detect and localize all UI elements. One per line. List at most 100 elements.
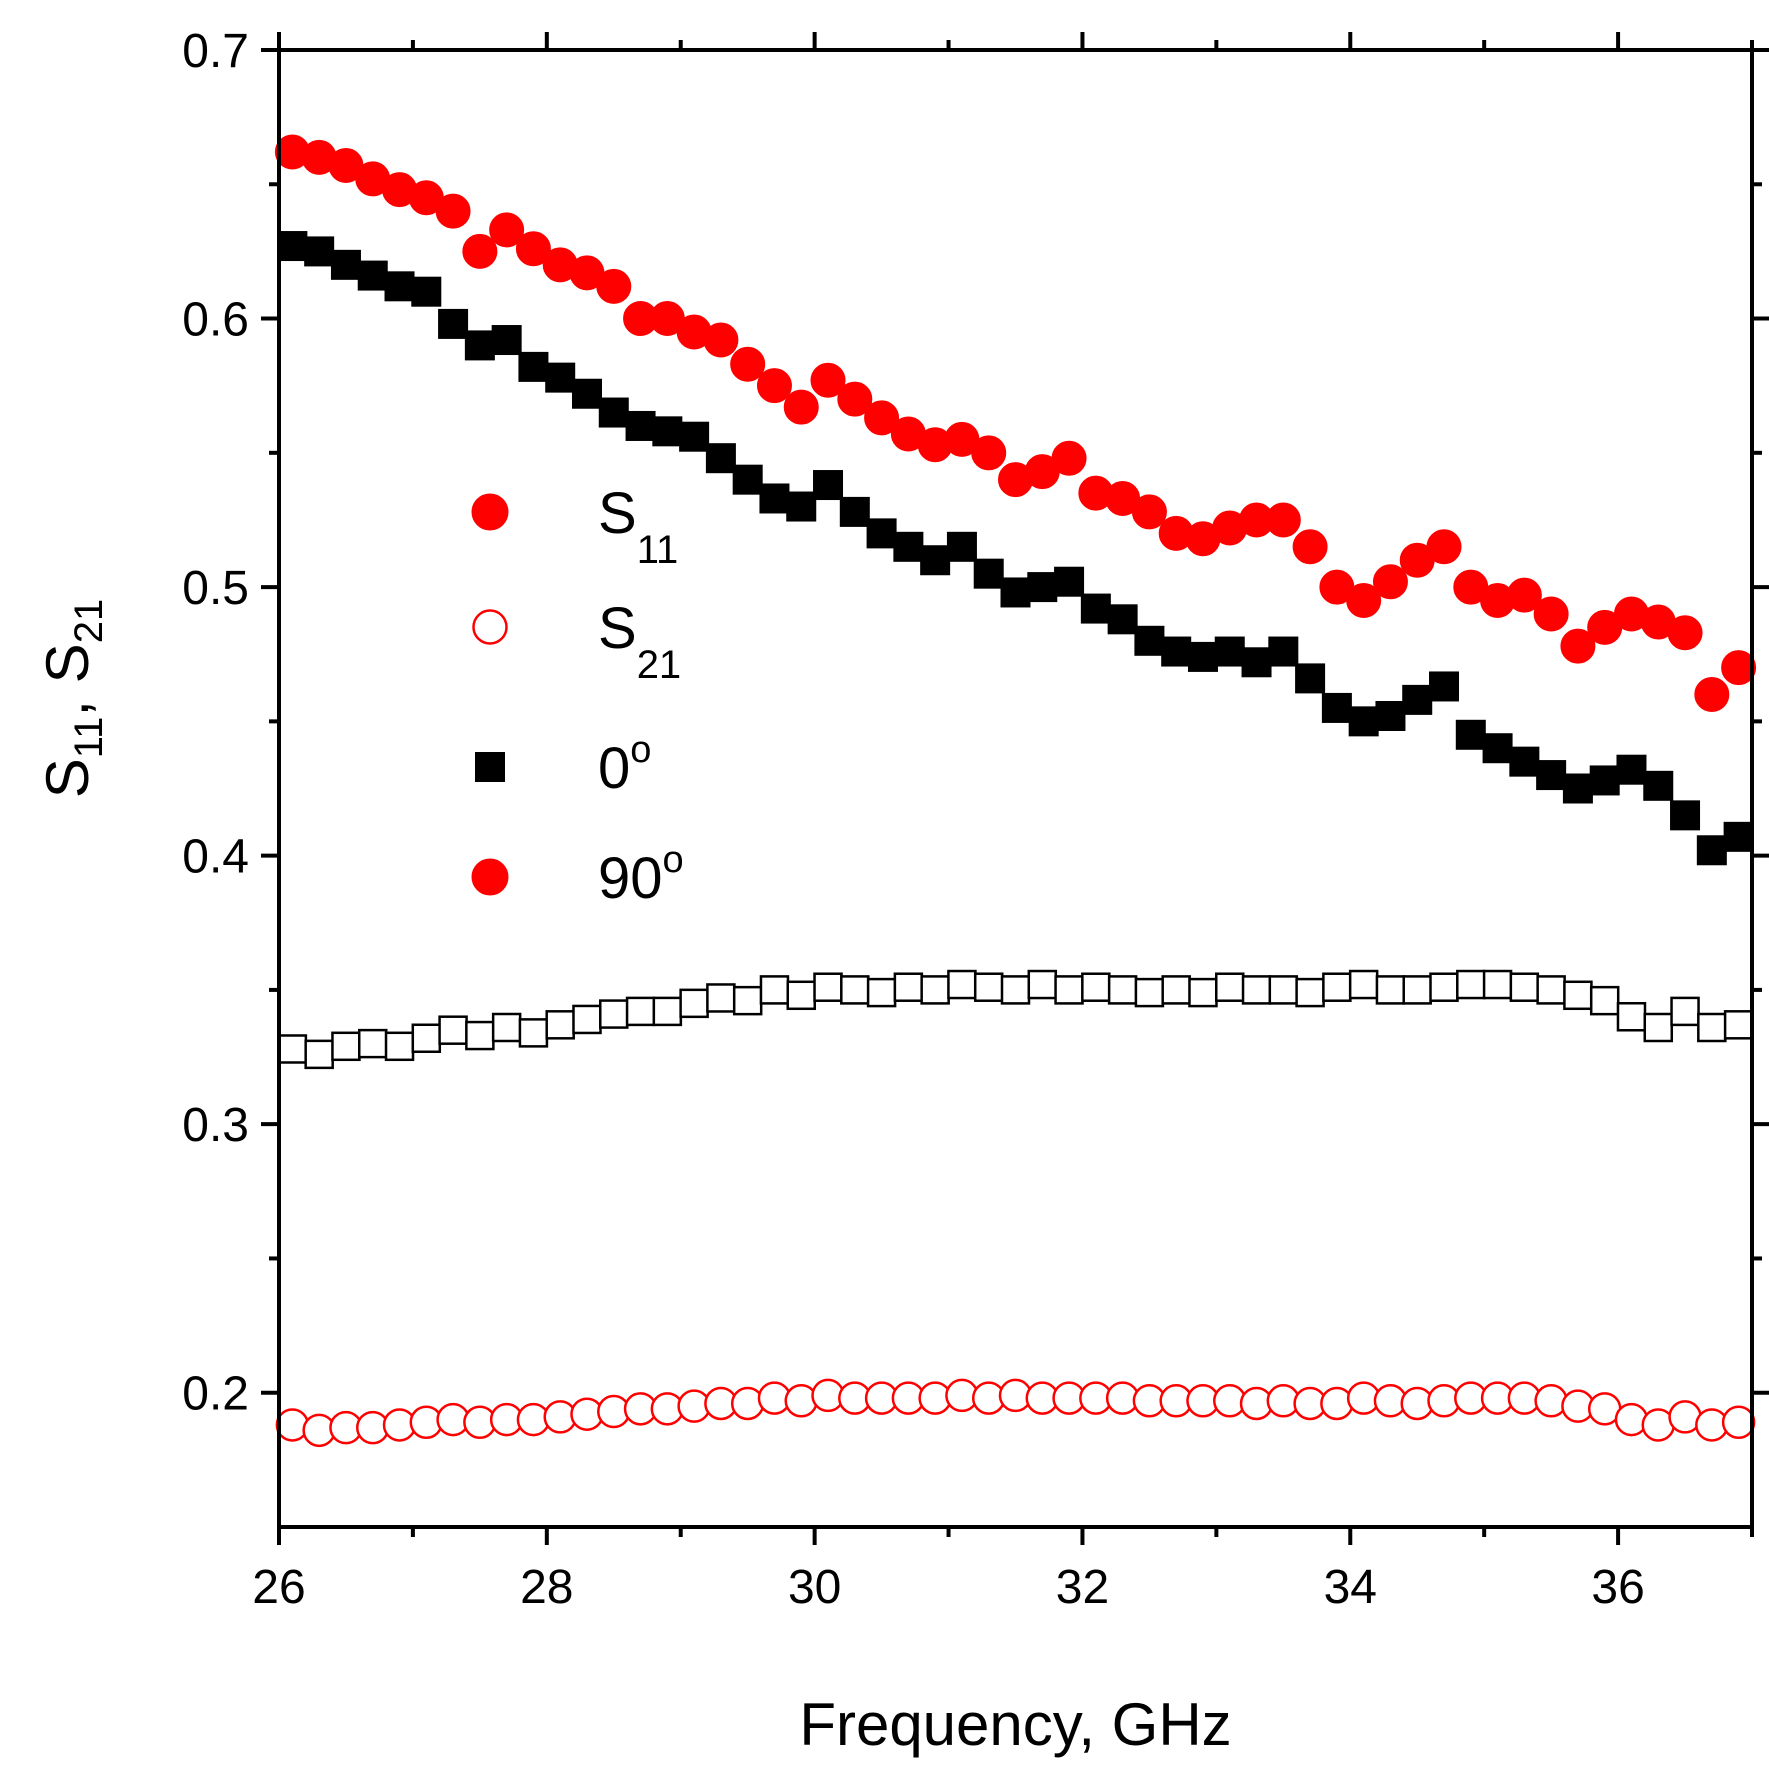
data-point xyxy=(1295,663,1326,694)
data-point xyxy=(1346,583,1382,619)
y-axis-title-separator: , xyxy=(34,683,101,716)
data-point xyxy=(1292,529,1328,565)
data-point xyxy=(462,233,498,269)
data-point xyxy=(810,362,846,398)
data-point xyxy=(1694,677,1730,713)
data-point xyxy=(384,1031,415,1062)
data-point xyxy=(813,972,843,1002)
legend-label-subscript: 11 xyxy=(637,528,679,572)
data-point xyxy=(1375,700,1406,731)
data-point xyxy=(1670,996,1700,1027)
legend-label-superscript: o xyxy=(663,839,684,881)
data-point xyxy=(1214,636,1245,667)
data-point xyxy=(1215,972,1245,1002)
data-point xyxy=(893,531,924,562)
x-axis-title: Frequency, GHz xyxy=(799,1691,1231,1758)
data-point xyxy=(1721,650,1757,686)
data-point xyxy=(1187,641,1218,672)
data-point xyxy=(971,435,1007,471)
data-point xyxy=(1643,1012,1674,1043)
data-point xyxy=(545,1010,575,1040)
data-point xyxy=(330,249,361,280)
data-point xyxy=(438,1015,468,1045)
data-point xyxy=(1268,975,1299,1005)
data-point xyxy=(1723,1010,1754,1040)
data-point xyxy=(1721,1405,1756,1440)
data-point xyxy=(277,1034,308,1064)
data-point xyxy=(840,975,870,1005)
data-point xyxy=(786,980,816,1011)
data-point xyxy=(1051,440,1087,476)
data-point xyxy=(1295,977,1325,1008)
data-point xyxy=(1614,1402,1649,1437)
data-point xyxy=(1402,684,1433,715)
data-point xyxy=(518,1018,549,1048)
data-point xyxy=(384,271,415,302)
data-point xyxy=(515,231,551,267)
data-point xyxy=(491,325,522,356)
data-point xyxy=(625,996,656,1027)
x-tick-label: 30 xyxy=(788,1561,841,1614)
y-axis-title-sub2: 21 xyxy=(67,599,111,644)
data-point xyxy=(1348,969,1379,1000)
data-point xyxy=(920,975,950,1005)
data-point xyxy=(1455,719,1486,750)
data-point xyxy=(1054,566,1085,597)
x-tick-label: 26 xyxy=(252,1561,305,1614)
data-point xyxy=(489,212,525,248)
data-point xyxy=(705,443,736,474)
data-point xyxy=(1696,835,1727,866)
data-point xyxy=(1322,972,1352,1002)
data-point xyxy=(596,268,632,304)
data-point xyxy=(1534,1384,1568,1418)
data-point xyxy=(1027,572,1058,603)
data-point xyxy=(545,362,576,393)
data-point xyxy=(1321,692,1352,723)
data-point xyxy=(730,346,766,382)
data-point xyxy=(1000,577,1031,608)
data-point xyxy=(438,308,469,339)
data-point xyxy=(1265,502,1301,538)
data-point xyxy=(1348,706,1379,737)
data-point xyxy=(1482,733,1513,764)
data-point xyxy=(1697,1012,1727,1043)
data-point xyxy=(1161,975,1191,1005)
data-point xyxy=(1506,577,1542,613)
data-point xyxy=(1081,972,1111,1002)
legend-label: 90o xyxy=(598,839,684,911)
data-point xyxy=(759,483,790,514)
data-point xyxy=(518,351,549,382)
y-axis-title-sub1: 11 xyxy=(67,717,111,759)
data-point xyxy=(679,421,710,452)
y-tick-label: 0.3 xyxy=(182,1099,249,1152)
data-point xyxy=(1134,977,1165,1008)
data-point xyxy=(304,1039,334,1070)
data-point xyxy=(1241,975,1272,1005)
data-point xyxy=(1161,636,1192,667)
data-point xyxy=(1107,975,1138,1005)
data-point xyxy=(1562,773,1593,804)
data-point xyxy=(920,545,951,576)
data-point xyxy=(331,1031,361,1062)
data-point xyxy=(652,996,683,1027)
data-point xyxy=(1402,975,1432,1005)
data-point xyxy=(1027,969,1058,1000)
data-point xyxy=(1426,529,1462,565)
data-point xyxy=(1080,593,1111,624)
data-point xyxy=(864,400,900,436)
plot-frame xyxy=(277,48,1754,1529)
ticks-layer: 26 28 30 32 34 36 0.2 0.3 0.4 0.5 0.6 0.7 xyxy=(182,25,1769,1614)
series-s11-0- xyxy=(277,231,1754,866)
data-point xyxy=(1429,671,1460,702)
data-point xyxy=(732,464,763,495)
legend-label-base: 0 xyxy=(598,736,630,801)
data-point xyxy=(946,531,977,562)
data-point xyxy=(732,985,763,1016)
data-point xyxy=(1188,977,1218,1008)
legend-marker xyxy=(472,609,508,645)
data-point xyxy=(1616,1002,1647,1032)
data-point xyxy=(973,972,1004,1002)
data-point xyxy=(435,193,471,229)
